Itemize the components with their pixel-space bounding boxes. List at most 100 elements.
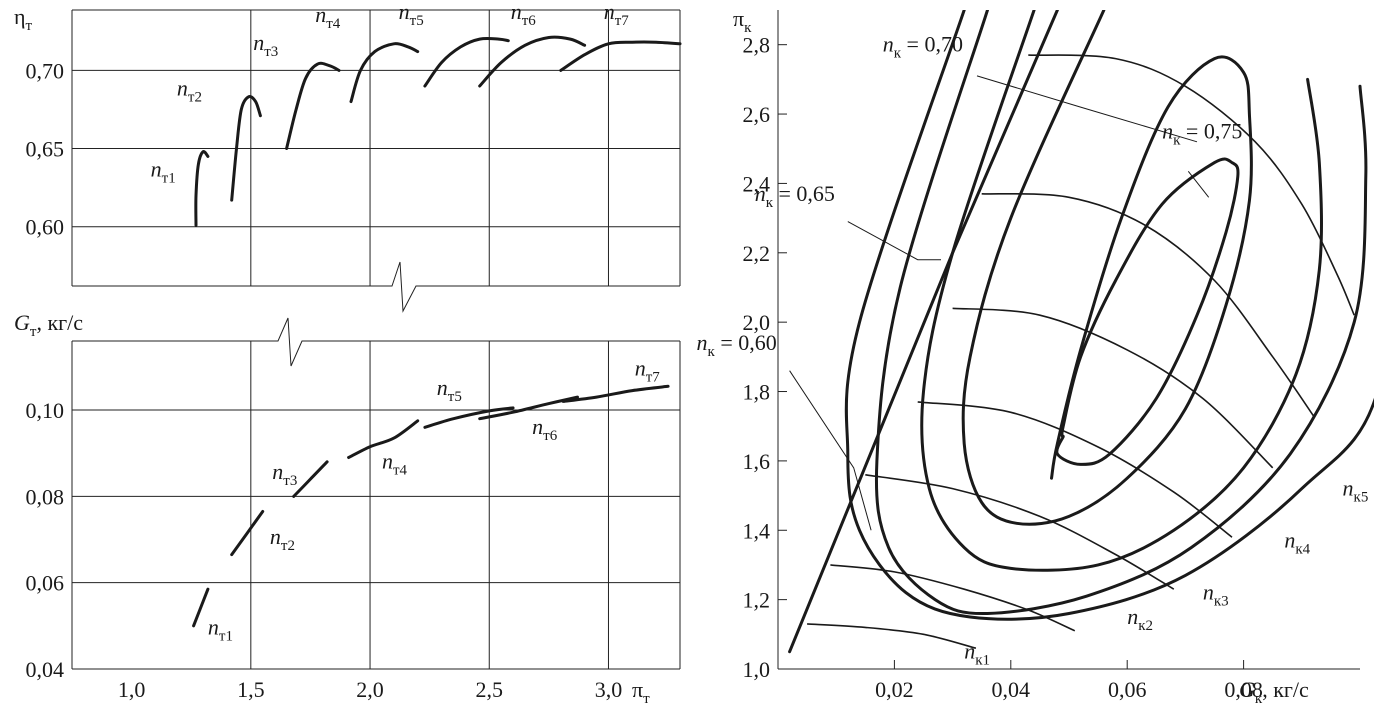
- flow-label-nt2: nт2: [270, 524, 295, 554]
- efficiency-curve-nt4: [349, 42, 420, 104]
- efficiency-contour-0-75: [1055, 157, 1240, 466]
- efficiency-label-nt1-n: n: [151, 157, 162, 182]
- efficiency-curve-nt6: [478, 35, 587, 88]
- compressor-map-curves: [788, 10, 1374, 654]
- efficiency-label-nt4: nт4: [315, 2, 341, 32]
- flow-label-nt7-sub: т7: [646, 370, 661, 386]
- right-xtick-label: 0,06: [1108, 677, 1147, 702]
- flow-label-nt5-sub: т5: [448, 389, 462, 405]
- efficiency-annotation: nк = 0,60: [697, 330, 777, 360]
- efficiency-label-nt3-sub: т3: [264, 44, 278, 60]
- flow-label-nt6-n: n: [532, 414, 543, 439]
- efficiency-curve-nt3: [285, 61, 341, 150]
- efficiency-annotation-sub: к: [1173, 132, 1181, 148]
- top-left-ylabel-symbol: η: [14, 4, 26, 29]
- flow-label-nt4-n: n: [382, 448, 393, 473]
- bottom-left-xtick-label: 2,5: [476, 677, 504, 702]
- bottom-left-xtick-label: 2,0: [356, 677, 384, 702]
- efficiency-label-nt7-n: n: [604, 0, 615, 24]
- efficiency-label-nt3-n: n: [253, 30, 264, 55]
- speed-label-nk4: nк4: [1284, 528, 1310, 558]
- efficiency-curve-nt2: [230, 95, 262, 202]
- flow-label-nt1: nт1: [208, 614, 233, 644]
- speed-line-nk2: [830, 564, 1076, 632]
- efficiency-annotation: nк = 0,70: [883, 32, 963, 62]
- efficiency-label-nt1: nт1: [151, 157, 176, 187]
- speed-label-nk3-n: n: [1203, 580, 1214, 605]
- right-ytick-label: 2,2: [743, 241, 771, 266]
- speed-label-nk1: nк1: [964, 639, 990, 669]
- efficiency-annotation-value: = 0,75: [1180, 118, 1242, 143]
- speed-label-nk5-n: n: [1343, 476, 1354, 501]
- efficiency-leader-line: [789, 370, 872, 531]
- flow-label-nt4-sub: т4: [393, 462, 408, 478]
- right-xtick-label: 0,04: [992, 677, 1031, 702]
- efficiency-label-nt2-n: n: [177, 75, 188, 100]
- flow-label-nt2-sub: т2: [281, 538, 295, 554]
- right-ytick-label: 2,4: [743, 171, 771, 196]
- flow-label-nt7-n: n: [635, 356, 646, 381]
- efficiency-label-nt6-sub: т6: [522, 13, 537, 29]
- efficiency-curve-nt7: [559, 40, 682, 72]
- speed-label-nk4-n: n: [1284, 528, 1295, 553]
- flow-curve-nt4: [347, 419, 420, 459]
- right-ylabel: πк: [733, 6, 752, 36]
- efficiency-contour-0-70: [920, 10, 1323, 572]
- efficiency-leader-line: [847, 221, 941, 261]
- flow-curve-nt2: [230, 510, 265, 557]
- speed-label-nk3: nк3: [1203, 580, 1229, 610]
- speed-line-nk1: [807, 623, 977, 649]
- right-ylabel-symbol: π: [733, 6, 744, 31]
- speed-label-nk1-sub: к1: [975, 653, 990, 669]
- top-left-ytick-label: 0,70: [26, 58, 65, 83]
- efficiency-label-nt5-sub: т5: [410, 13, 424, 29]
- right-xlabel-symbol: G: [1239, 677, 1255, 702]
- flow-label-nt4: nт4: [382, 448, 408, 478]
- right-xtick-label: 0,02: [875, 677, 914, 702]
- flow-curve-nt3: [292, 460, 329, 498]
- right-xtick-label: 0,08: [1224, 677, 1263, 702]
- right-ylabel-subscript: к: [744, 20, 752, 36]
- speed-label-nk2: nк2: [1127, 604, 1153, 634]
- efficiency-label-nt1-sub: т1: [162, 171, 176, 187]
- speed-line-nk6: [981, 192, 1315, 417]
- right-xlabel: Gк, кг/с: [1239, 677, 1309, 707]
- right-ytick-label: 1,0: [743, 657, 771, 682]
- efficiency-label-nt6: nт6: [511, 0, 537, 29]
- bottom-left-ylabel-subscript: т: [30, 324, 37, 340]
- top-left-ytick-label: 0,60: [26, 215, 65, 240]
- speed-line-nk3: [865, 474, 1175, 590]
- efficiency-label-nt7-sub: т7: [615, 13, 630, 29]
- efficiency-label-nt7: nт7: [604, 0, 630, 29]
- flow-label-nt5-n: n: [437, 375, 448, 400]
- efficiency-label-nt4-sub: т4: [326, 16, 341, 32]
- efficiency-annotation-sub: к: [708, 344, 716, 360]
- surge-line: [788, 10, 1059, 654]
- bottom-left-ytick-label: 0,10: [26, 398, 65, 423]
- flow-label-nt7: nт7: [635, 356, 661, 386]
- efficiency-annotation: nк = 0,65: [755, 181, 835, 211]
- bottom-left-xlabel: πт: [632, 677, 650, 707]
- right-ytick-label: 2,8: [743, 33, 771, 58]
- efficiency-annotation-value: = 0,70: [901, 32, 963, 57]
- efficiency-contour-0-72: [961, 10, 1253, 526]
- speed-label-nk5-sub: к5: [1354, 490, 1369, 506]
- speed-label-nk2-n: n: [1127, 604, 1138, 629]
- efficiency-label-nt2: nт2: [177, 75, 202, 105]
- bottom-left-ytick-label: 0,08: [26, 484, 65, 509]
- bottom-left-ytick-label: 0,06: [26, 571, 65, 596]
- speed-line-nk4: [917, 401, 1233, 538]
- top-left-ytick-label: 0,65: [26, 137, 65, 162]
- efficiency-contour-0-65: [874, 10, 1368, 616]
- top-left-ylabel: ηт: [14, 4, 33, 34]
- right-ytick-label: 1,6: [743, 449, 771, 474]
- efficiency-annotation-value: = 0,60: [715, 330, 777, 355]
- efficiency-annotation-n: n: [1162, 118, 1173, 143]
- speed-label-nk1-n: n: [964, 639, 975, 664]
- flow-label-nt2-n: n: [270, 524, 281, 549]
- bottom-left-ylabel: Gт, кг/с: [14, 310, 83, 340]
- bottom-left-xlabel-subscript: т: [643, 691, 650, 707]
- right-ytick-label: 1,8: [743, 380, 771, 405]
- speed-line-nk5: [952, 307, 1274, 469]
